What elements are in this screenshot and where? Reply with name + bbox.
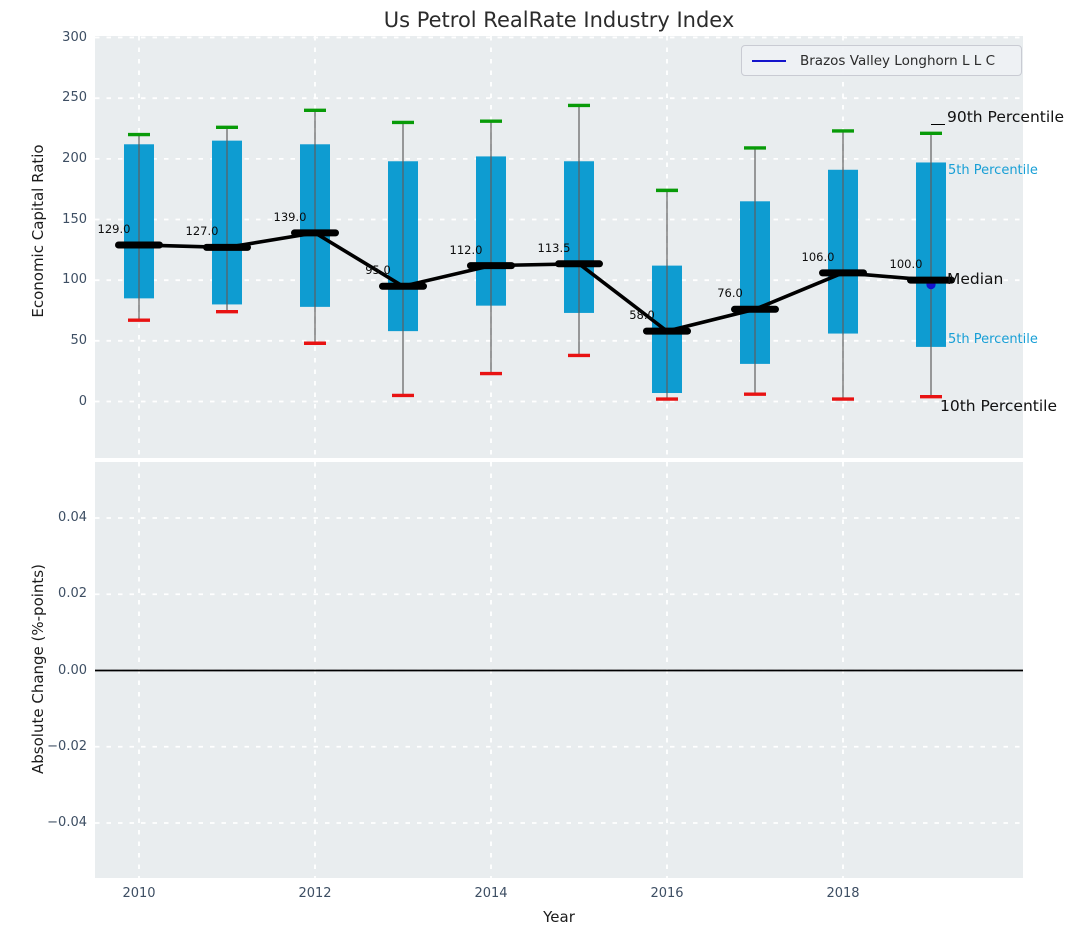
median-value-label-2011: 127.0: [185, 224, 219, 239]
xtick-2018: 2018: [826, 886, 860, 901]
change-svg: [95, 462, 1023, 878]
median-annotation-label: Median: [947, 270, 1004, 288]
xtick-2014: 2014: [474, 886, 508, 901]
ytick-top-150: 150: [62, 211, 87, 227]
median-value-label-2017: 76.0: [717, 286, 743, 301]
ytick-bottom-0.02: 0.02: [58, 586, 87, 602]
median-marker-2019: [907, 276, 955, 284]
ytick-top-50: 50: [70, 332, 87, 348]
bottom-panel: [95, 462, 1023, 878]
ytick-bottom-−0.04: −0.04: [47, 815, 87, 830]
median-marker-2014: [467, 262, 515, 270]
boxplot-svg: [95, 36, 1023, 458]
xtick-2010: 2010: [122, 886, 156, 901]
median-marker-2013: [379, 282, 427, 290]
top-panel: [95, 36, 1023, 458]
median-value-label-2012: 139.0: [273, 209, 307, 224]
legend-label: Brazos Valley Longhorn L L C: [800, 52, 995, 69]
p90-leader-line: [931, 124, 945, 125]
median-value-label-2013: 95.0: [365, 263, 391, 278]
median-marker-2012: [291, 229, 339, 237]
x-axis-label: Year: [543, 908, 575, 926]
median-value-label-2015: 113.5: [537, 240, 571, 255]
median-marker-2015: [555, 260, 603, 268]
median-marker-2016: [643, 327, 691, 335]
ytick-top-0: 0: [78, 393, 87, 409]
ytick-bottom-0.04: 0.04: [58, 510, 87, 525]
ytick-bottom-−0.02: −0.02: [47, 738, 87, 754]
legend-box: Brazos Valley Longhorn L L C: [741, 45, 1022, 76]
chart-title: Us Petrol RealRate Industry Index: [383, 8, 735, 32]
ytick-top-300: 300: [62, 29, 87, 45]
ytick-top-100: 100: [62, 272, 87, 288]
median-marker-2010: [115, 241, 163, 249]
p10-percentile-label: 10th Percentile: [940, 397, 1058, 415]
p25-percentile-label: 5th Percentile: [948, 332, 1038, 347]
ytick-bottom-0.00: 0.00: [58, 662, 87, 678]
median-marker-2011: [203, 243, 251, 251]
median-value-label-2016: 58.0: [629, 308, 655, 323]
ytick-top-200: 200: [62, 150, 87, 166]
xtick-2012: 2012: [298, 886, 332, 901]
ytick-top-250: 250: [62, 90, 87, 106]
median-value-label-2010: 129.0: [97, 221, 131, 236]
p90-percentile-label: 90th Percentile: [947, 108, 1065, 126]
xtick-2016: 2016: [650, 886, 684, 901]
median-value-label-2018: 106.0: [801, 249, 835, 264]
median-value-label-2019: 100.0: [889, 257, 923, 272]
median-marker-2018: [819, 269, 867, 277]
p75-percentile-label: 5th Percentile: [948, 163, 1038, 178]
median-trend-line: [138, 230, 932, 334]
median-value-label-2014: 112.0: [449, 242, 483, 257]
legend-line-sample: [752, 59, 786, 62]
median-marker-2017: [731, 305, 779, 313]
